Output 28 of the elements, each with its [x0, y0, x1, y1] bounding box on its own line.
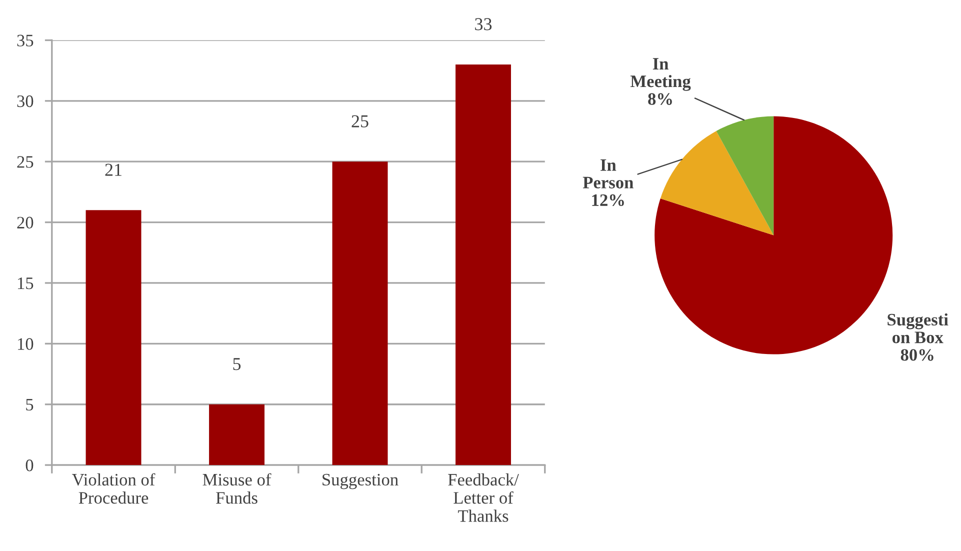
data-label: 25 [352, 115, 368, 128]
y-tick-label: 10 [18, 338, 34, 350]
x-tick-label: Suggestion [322, 474, 398, 490]
y-tick-label: 25 [17, 156, 34, 168]
y-tick-label: 15 [18, 278, 34, 290]
x-tick-label: Misuse of Funds [202, 473, 272, 504]
y-tick-label: 5 [26, 399, 34, 411]
x-tick-label: Violation of Procedure [72, 473, 156, 504]
slice-label: Suggesti on Box [888, 313, 948, 344]
bar [332, 162, 388, 466]
data-label: 5 [233, 358, 241, 370]
slice-label: In Meeting [630, 58, 691, 91]
data-label: 80% [900, 349, 934, 361]
y-tick-label: 0 [26, 460, 34, 472]
pie-slice [660, 130, 774, 236]
bar [86, 210, 142, 466]
slice-label: In Person [582, 159, 634, 188]
data-label: 8% [648, 93, 672, 105]
y-tick-label: 30 [17, 95, 34, 108]
data-label: 33 [475, 18, 492, 30]
bar [209, 404, 264, 466]
data-label: 21 [105, 164, 122, 176]
x-tick-label: Feedback/ Letter of Thanks [448, 473, 519, 522]
data-label: 12% [592, 194, 624, 206]
y-tick-label: 35 [17, 34, 34, 46]
pie-slice [716, 116, 774, 236]
bar [456, 64, 511, 466]
y-tick-label: 20 [17, 216, 34, 228]
